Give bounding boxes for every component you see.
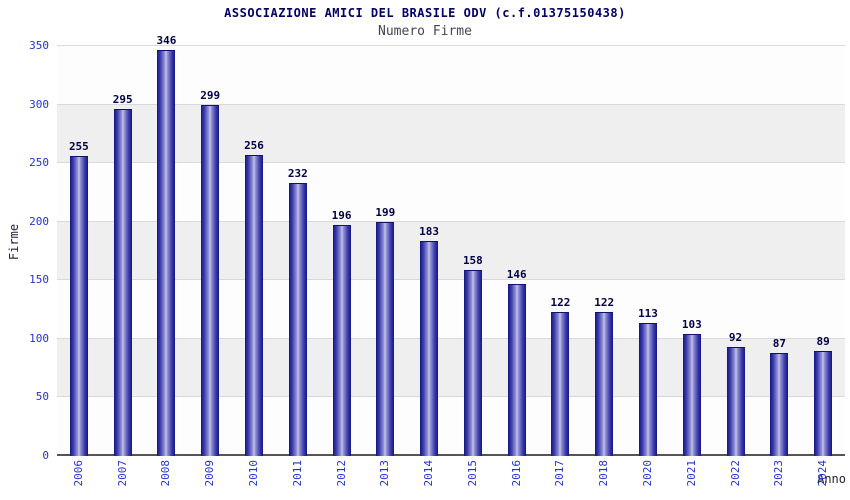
bar-value-label: 196 (331, 209, 352, 223)
x-tick-label: 2016 (509, 460, 523, 487)
x-tick-label: 2013 (378, 460, 392, 487)
x-tick-label: 2018 (597, 460, 611, 487)
bar (420, 240, 439, 456)
x-tick-label: 2022 (728, 460, 742, 487)
x-tick-label: 2024 (816, 460, 830, 487)
x-tick-label: 2014 (422, 460, 436, 487)
bar-value-label: 199 (375, 205, 396, 219)
bar (595, 312, 614, 456)
y-tick-label: 150 (29, 273, 49, 287)
bar (463, 269, 482, 456)
x-axis-line (57, 454, 845, 456)
bar-value-label: 92 (728, 331, 743, 345)
x-tick-label: 2020 (641, 460, 654, 487)
y-tick-label: 200 (29, 214, 49, 228)
y-tick-label: 50 (35, 390, 49, 404)
bar-value-label: 256 (244, 139, 264, 153)
x-tick-label: 2009 (203, 460, 217, 487)
gridline (57, 103, 845, 105)
chart-title: ASSOCIAZIONE AMICI DEL BRASILE ODV (c.f.… (224, 6, 626, 20)
bar-value-label: 87 (772, 337, 786, 351)
x-tick-label: 2006 (71, 460, 85, 487)
plot-band (57, 337, 845, 397)
bar (726, 347, 745, 456)
gridline (57, 279, 845, 281)
bar (157, 49, 176, 456)
chart-subtitle: Numero Firme (378, 24, 472, 39)
bar (682, 334, 701, 456)
plot-band (57, 220, 845, 280)
bar-value-label: 122 (594, 296, 615, 310)
x-tick-label: 2023 (772, 460, 786, 487)
gridline (57, 396, 845, 398)
gridline (57, 337, 845, 339)
bar-value-label: 346 (156, 33, 177, 47)
bar-value-label: 183 (419, 224, 440, 238)
bar-value-label: 89 (816, 334, 830, 348)
x-tick-label: 2021 (684, 460, 698, 487)
bar-value-label: 103 (681, 318, 702, 332)
bar (332, 225, 351, 456)
bar-value-label: 113 (638, 306, 658, 320)
x-tick-label: 2008 (159, 460, 173, 487)
plot-band (57, 103, 845, 163)
bar-value-label: 295 (112, 93, 133, 107)
y-tick-label: 0 (42, 449, 49, 462)
bar-value-label: 232 (287, 167, 308, 181)
x-tick-label: 2012 (334, 460, 348, 487)
bar (814, 350, 833, 456)
y-tick-label: 350 (29, 39, 49, 52)
x-tick-label: 2017 (553, 460, 567, 487)
bar (288, 183, 307, 456)
bar-value-label: 255 (68, 140, 89, 154)
x-tick-label: 2011 (290, 460, 304, 487)
plot-area (57, 45, 845, 456)
bar (639, 322, 657, 456)
x-tick-label: 2010 (247, 460, 260, 487)
bar-value-label: 122 (550, 296, 571, 310)
x-tick-label: 2015 (465, 460, 479, 487)
y-tick-label: 100 (29, 331, 49, 345)
bar (507, 283, 526, 456)
bar (113, 109, 132, 456)
bar (245, 155, 263, 456)
gridline (57, 162, 845, 164)
bar (201, 104, 220, 456)
bar (376, 221, 395, 456)
gridline (57, 45, 845, 46)
bar (69, 156, 88, 456)
y-tick-label: 300 (29, 97, 49, 111)
bar-value-label: 158 (462, 253, 483, 267)
x-tick-label: 2007 (115, 460, 129, 487)
bar-value-label: 299 (200, 88, 221, 102)
gridline (57, 220, 845, 222)
bar-value-label: 146 (506, 267, 527, 281)
y-tick-label: 250 (29, 156, 49, 170)
bar (770, 353, 789, 456)
x-axis-label: Anno (817, 472, 846, 486)
bar (551, 312, 570, 456)
